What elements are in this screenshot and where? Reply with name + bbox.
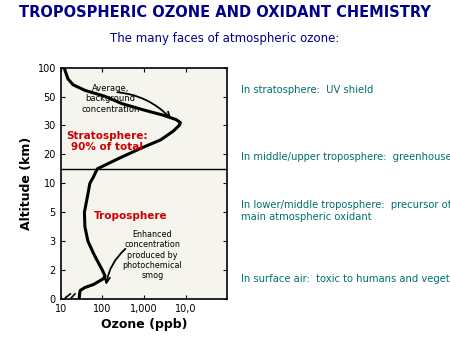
Text: TROPOSPHERIC OZONE AND OXIDANT CHEMISTRY: TROPOSPHERIC OZONE AND OXIDANT CHEMISTRY bbox=[19, 5, 431, 20]
Text: In middle/upper troposphere:  greenhouse gas: In middle/upper troposphere: greenhouse … bbox=[241, 152, 450, 162]
Text: In surface air:  toxic to humans and vegetation: In surface air: toxic to humans and vege… bbox=[241, 274, 450, 284]
Text: The many faces of atmospheric ozone:: The many faces of atmospheric ozone: bbox=[110, 32, 340, 45]
Text: Stratosphere:
90% of total: Stratosphere: 90% of total bbox=[67, 131, 148, 152]
Text: In stratosphere:  UV shield: In stratosphere: UV shield bbox=[241, 84, 373, 95]
X-axis label: Ozone (ppb): Ozone (ppb) bbox=[101, 318, 187, 331]
Text: Average,
background
concentration: Average, background concentration bbox=[81, 84, 140, 114]
Text: Enhanced
concentration
produced by
photochemical
smog: Enhanced concentration produced by photo… bbox=[122, 230, 182, 281]
Text: Troposphere: Troposphere bbox=[94, 211, 167, 221]
Text: In lower/middle troposphere:  precursor of OH,
main atmospheric oxidant: In lower/middle troposphere: precursor o… bbox=[241, 200, 450, 222]
Y-axis label: Altitude (km): Altitude (km) bbox=[20, 137, 33, 230]
